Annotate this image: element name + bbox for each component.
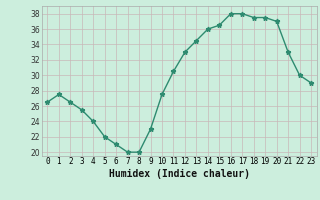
X-axis label: Humidex (Indice chaleur): Humidex (Indice chaleur) [109,169,250,179]
